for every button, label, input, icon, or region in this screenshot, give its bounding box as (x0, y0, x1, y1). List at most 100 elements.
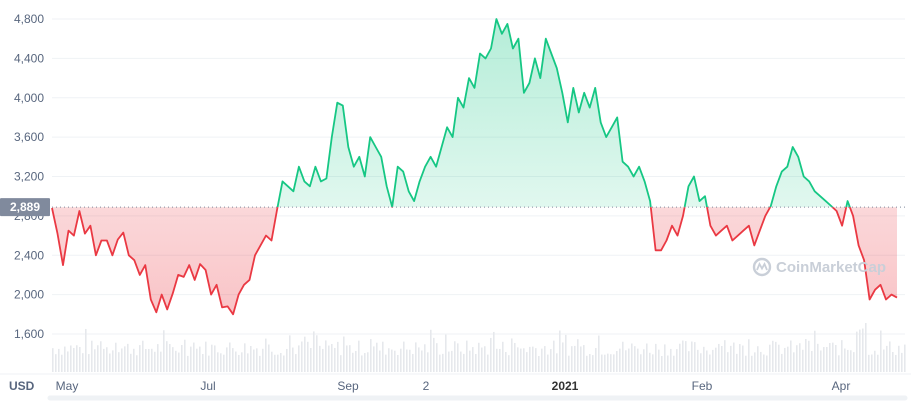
volume-bar (277, 354, 279, 372)
volume-bar (838, 355, 840, 372)
currency-label: USD (9, 379, 35, 393)
volume-bar (775, 341, 777, 372)
volume-bar (886, 345, 888, 372)
volume-bar (580, 346, 582, 372)
volume-bar (286, 348, 288, 372)
volume-bar (55, 354, 57, 372)
volume-bar (643, 349, 645, 372)
volume-bar (520, 348, 522, 372)
volume-bar (652, 354, 654, 372)
volume-bar (280, 353, 282, 372)
volume-bar (355, 350, 357, 372)
volume-bar (706, 350, 708, 372)
volume-bar (619, 348, 621, 372)
volume-bar (898, 345, 900, 372)
volume-bar (823, 347, 825, 372)
x-tick-label: Feb (692, 379, 713, 393)
volume-bar (310, 348, 312, 372)
volume-bar (328, 345, 330, 372)
volume-bar (553, 340, 555, 372)
volume-bar (616, 351, 618, 372)
volume-bar (88, 354, 90, 372)
volume-bar (577, 339, 579, 372)
volume-bar (703, 346, 705, 372)
volume-bar (202, 353, 204, 372)
volume-bar (853, 352, 855, 372)
volume-bar (274, 354, 276, 372)
volume-bar (490, 337, 492, 372)
volume-bar (409, 349, 411, 372)
volume-bar (289, 335, 291, 372)
y-tick-label: 4,000 (14, 91, 44, 105)
volume-bar (754, 352, 756, 372)
volume-bar (568, 355, 570, 372)
volume-bar (778, 344, 780, 372)
volume-bar (121, 348, 123, 372)
volume-bar (130, 353, 132, 372)
volume-bar (529, 346, 531, 372)
volume-bar (439, 354, 441, 372)
volume-bar (904, 344, 906, 372)
volume-bar (583, 345, 585, 372)
volume-bar (229, 342, 231, 372)
volume-bar (424, 344, 426, 372)
volume-bar (361, 355, 363, 372)
volume-bar (772, 340, 774, 372)
volume-bar (364, 353, 366, 372)
volume-bar (283, 355, 285, 372)
volume-bar (418, 347, 420, 372)
volume-bar (625, 350, 627, 372)
volume-bar (547, 354, 549, 372)
volume-bar (64, 346, 66, 372)
volume-bar (862, 328, 864, 372)
volume-bar (661, 355, 663, 372)
volume-bar (556, 353, 558, 372)
volume-bar (148, 348, 150, 372)
volume-bar (673, 355, 675, 372)
price-line-down (51, 207, 898, 316)
volume-bar (496, 348, 498, 372)
watermark: CoinMarketCap (752, 257, 886, 277)
volume-bar (379, 350, 381, 372)
volume-bar (397, 355, 399, 372)
volume-bar (760, 351, 762, 372)
volume-bar (442, 353, 444, 372)
volume-bar (469, 350, 471, 372)
volume-bar (118, 352, 120, 372)
volume-bar (646, 343, 648, 372)
volume-bar (550, 349, 552, 372)
volume-bar (847, 349, 849, 372)
volume-bar (688, 351, 690, 372)
x-tick-label: 2021 (552, 379, 579, 393)
volume-bar (493, 331, 495, 372)
y-tick-label: 3,600 (14, 130, 44, 144)
volume-bar (193, 342, 195, 372)
volume-bar (223, 354, 225, 372)
volume-bar (508, 355, 510, 372)
volume-bar (325, 340, 327, 372)
volume-bar (784, 347, 786, 372)
volume-bar (541, 348, 543, 372)
volume-bar (874, 350, 876, 372)
volume-bar (889, 341, 891, 372)
volume-bar (436, 343, 438, 372)
y-tick-label: 4,400 (14, 51, 44, 65)
volume-bar (700, 353, 702, 372)
volume-bar (814, 330, 816, 372)
volume-bar (226, 347, 228, 372)
x-axis-ticks: May Jul Sep 2 2021 Feb Apr (56, 379, 851, 393)
volume-bar (850, 350, 852, 372)
volume-bar (799, 343, 801, 372)
y-tick-label: 2,400 (14, 248, 44, 262)
volume-bar (787, 346, 789, 372)
volume-bar (727, 352, 729, 372)
volume-bar (391, 349, 393, 372)
volume-bar (607, 353, 609, 372)
volume-bar (337, 341, 339, 372)
volume-bar (781, 353, 783, 372)
volume-bar (658, 349, 660, 372)
volume-bar (85, 328, 87, 372)
volume-bar (802, 349, 804, 372)
volume-bar (481, 347, 483, 372)
volume-bar (331, 343, 333, 372)
